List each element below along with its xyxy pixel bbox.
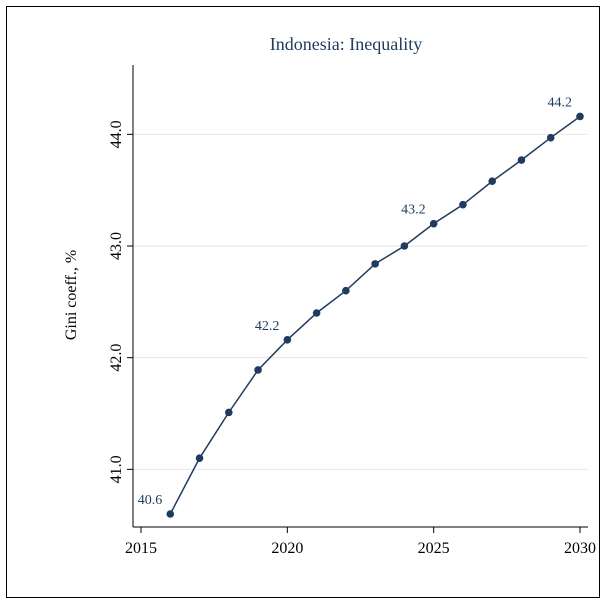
- series-group: [166, 112, 584, 518]
- data-point: [225, 408, 233, 417]
- tick-labels: 41.0 42.0 43.0 44.0 2015 2020 2025 2030: [108, 120, 596, 557]
- data-point: [283, 336, 292, 344]
- chart-title: Indonesia: Inequality: [270, 34, 422, 54]
- data-point: [517, 156, 526, 164]
- x-tick-label: 2015: [125, 540, 157, 557]
- data-labels: 40.6 42.2 43.2 44.2: [138, 95, 572, 508]
- x-tick-label: 2020: [271, 540, 303, 557]
- gridlines: [133, 133, 588, 470]
- data-point: [371, 260, 379, 268]
- data-label: 40.6: [138, 493, 163, 508]
- data-point: [254, 366, 262, 374]
- data-point: [488, 177, 497, 186]
- data-label: 43.2: [401, 203, 426, 218]
- data-point: [576, 112, 584, 121]
- x-tick-label: 2030: [564, 540, 596, 557]
- data-point: [459, 200, 467, 209]
- data-point: [546, 133, 555, 142]
- data-point: [195, 454, 204, 462]
- y-tick-label: 44.0: [108, 120, 125, 148]
- data-point: [400, 242, 409, 250]
- y-tick-label: 42.0: [108, 344, 125, 372]
- data-point: [312, 309, 321, 317]
- series-line: [169, 115, 581, 515]
- x-tick-label: 2025: [418, 540, 450, 557]
- y-tick-label: 43.0: [108, 232, 125, 260]
- data-label: 42.2: [255, 319, 280, 334]
- y-tick-label: 41.0: [108, 455, 125, 483]
- y-axis-title: Gini coeff., %: [63, 250, 80, 340]
- data-point: [429, 219, 438, 228]
- data-point: [166, 510, 175, 518]
- chart-frame: [6, 6, 600, 598]
- data-label: 44.2: [548, 95, 573, 110]
- axes: [127, 65, 588, 533]
- data-point: [342, 286, 350, 295]
